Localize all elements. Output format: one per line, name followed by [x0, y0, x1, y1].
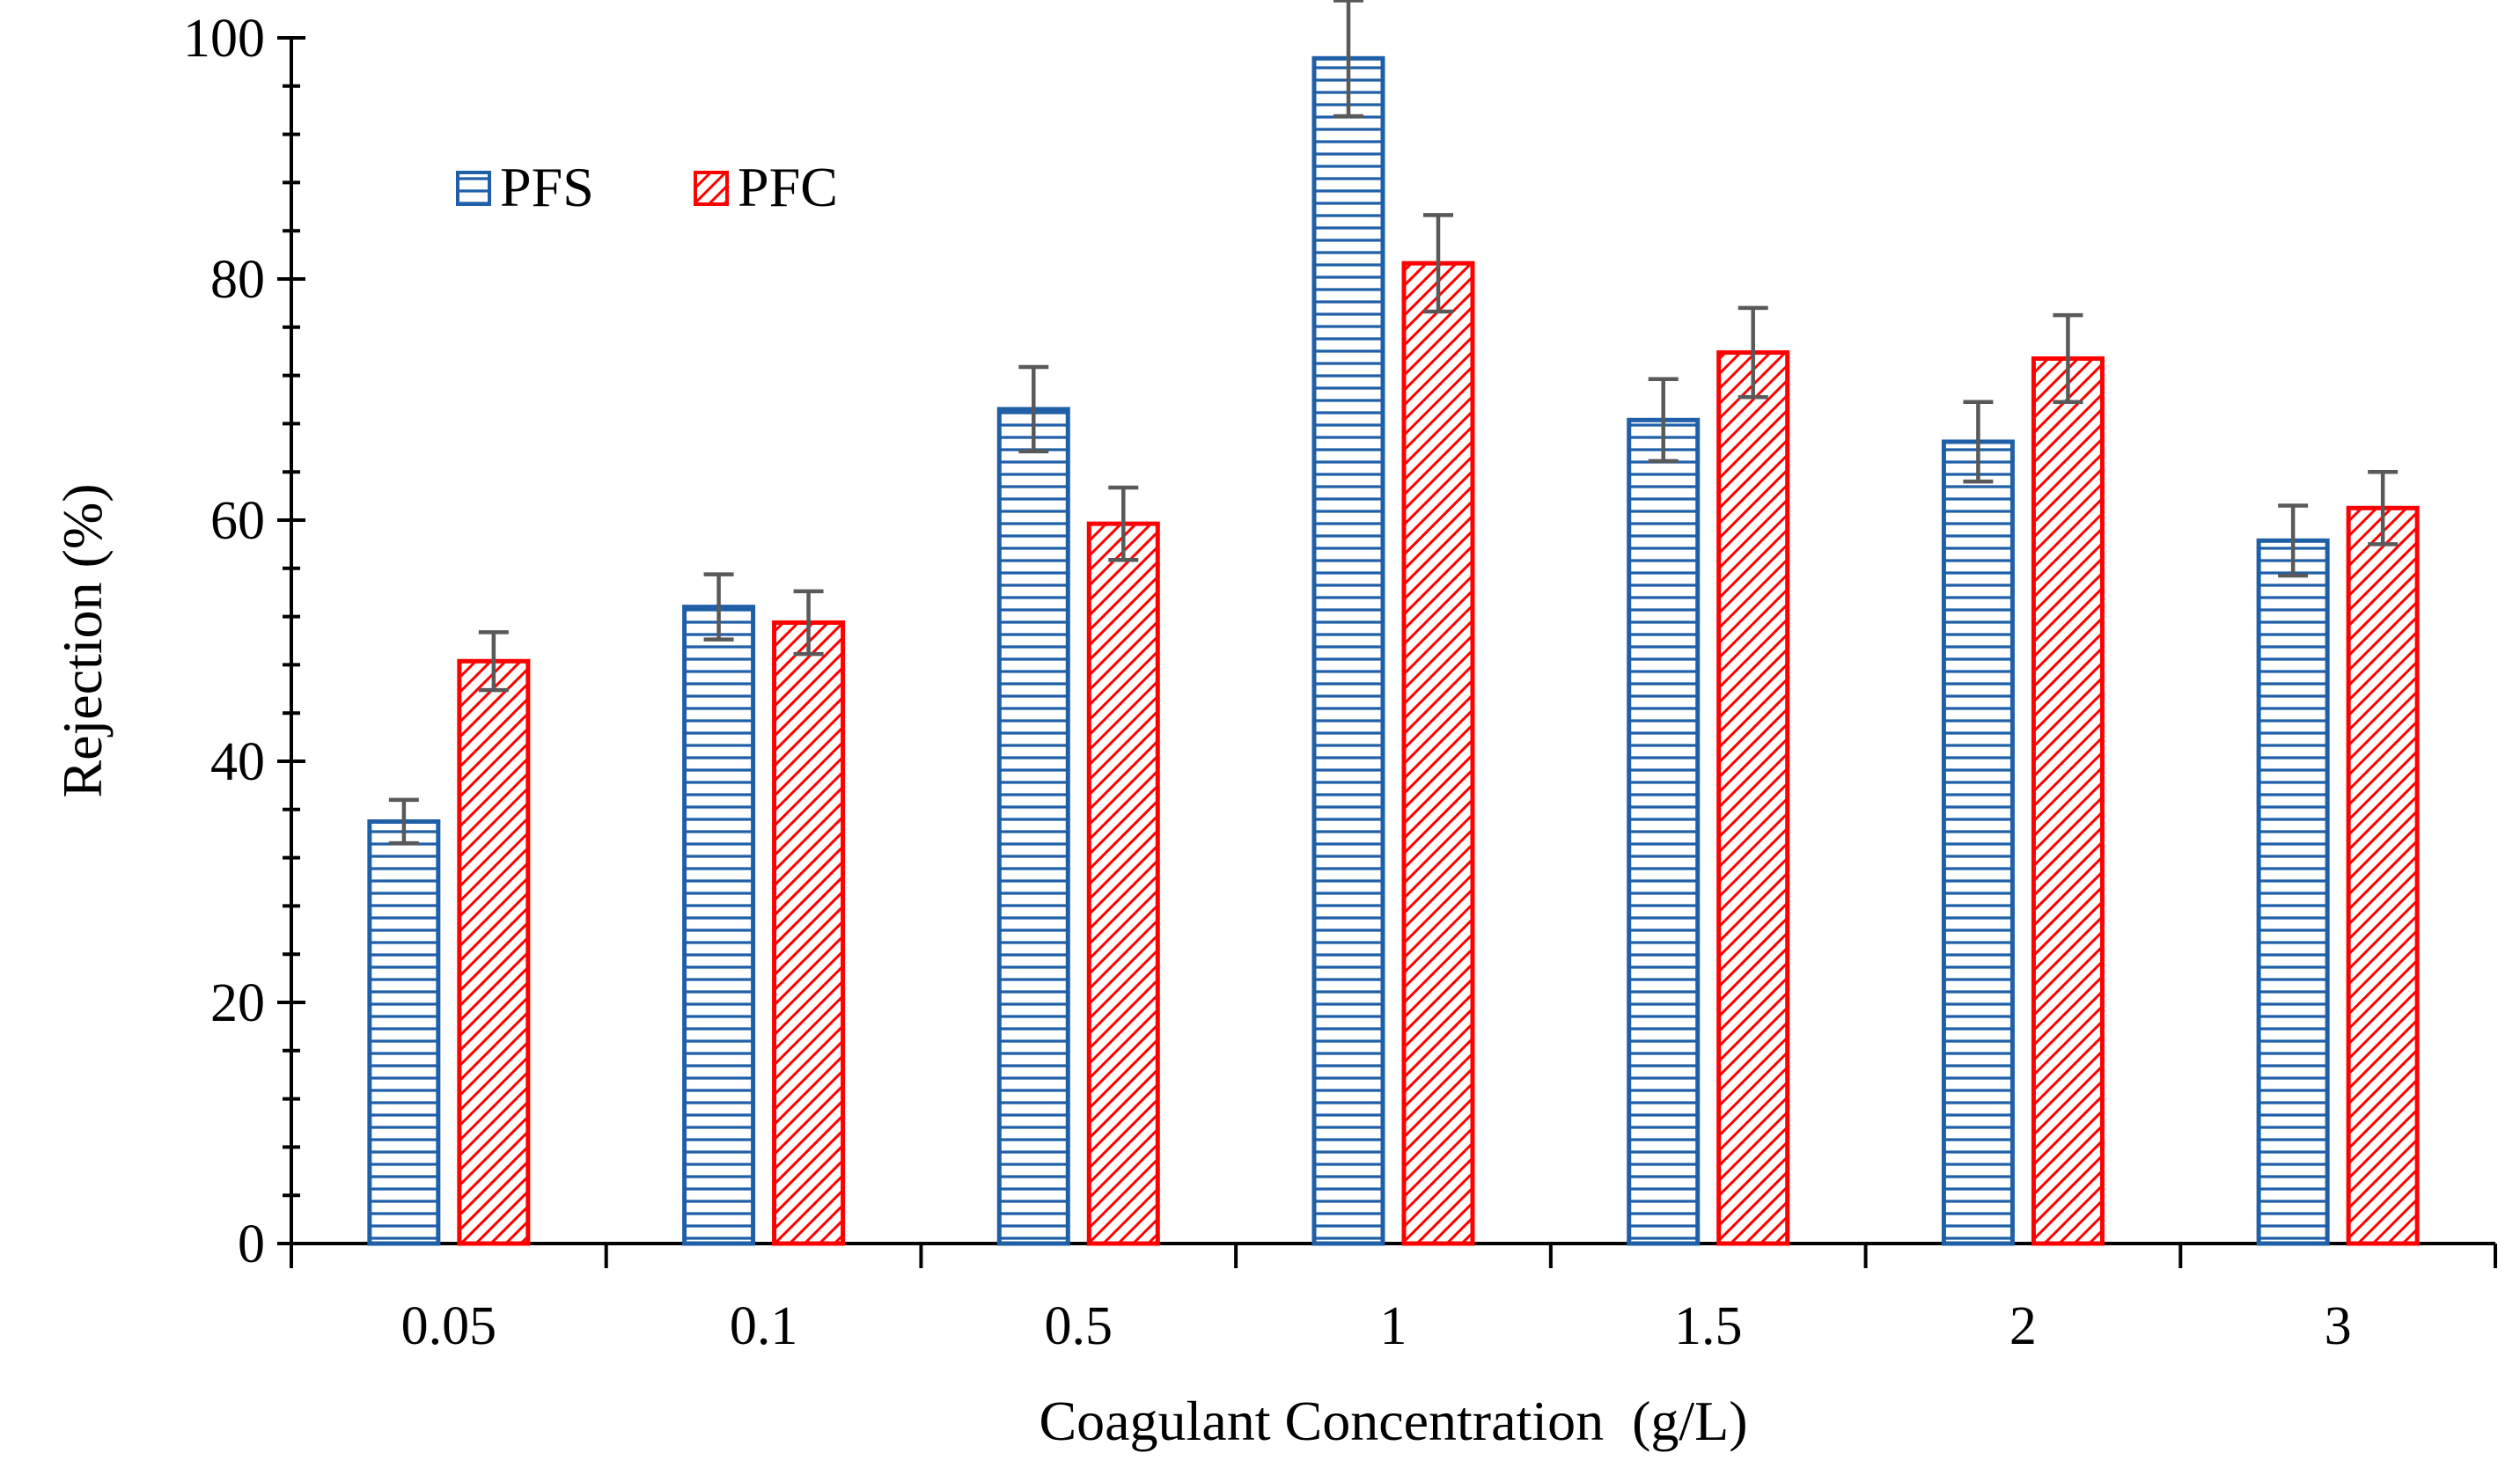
error-bar-pfc-1.5	[1738, 305, 1768, 400]
x-ticks: 0.05 0.1 0.5 1 1.5 2 3	[290, 1244, 2497, 1356]
bar-pfc-2	[2031, 356, 2105, 1246]
y-axis-title: Rejection (%)	[51, 483, 114, 797]
bar-pfs-0.1	[682, 605, 756, 1246]
error-bar-pfs-1.5	[1648, 377, 1679, 464]
error-bar-pfc-3	[2368, 469, 2399, 547]
x-tick-label: 2	[2009, 1296, 2037, 1356]
legend: PFS PFC	[456, 156, 838, 218]
error-bar-pfc-2	[2053, 312, 2083, 404]
x-tick-label: 0.1	[730, 1296, 798, 1356]
error-bar-pfs-2	[1963, 400, 1994, 484]
bar-pfc-1	[1401, 261, 1475, 1246]
x-tick-label: 3	[2325, 1296, 2352, 1356]
bar-pfc-1.5	[1716, 350, 1790, 1246]
legend-label-pfc: PFC	[738, 156, 838, 218]
error-bar-pfs-0.05	[388, 797, 419, 846]
error-bar-pfc-0.5	[1108, 485, 1139, 562]
error-bar-pfs-3	[2278, 503, 2309, 578]
error-bar-pfs-1	[1333, 0, 1363, 119]
error-bar-pfs-0.1	[703, 572, 734, 642]
x-tick-label: 0.5	[1045, 1296, 1113, 1356]
bar-pfc-0.1	[772, 620, 846, 1246]
error-bar-pfc-1	[1423, 213, 1453, 314]
y-tick-label: 20	[210, 973, 265, 1033]
bar-pfs-1	[1311, 55, 1385, 1246]
legend-label-pfs: PFS	[500, 156, 594, 218]
y-tick-label: 100	[183, 9, 265, 69]
bar-pfc-0.5	[1086, 521, 1160, 1246]
y-ticks: 0 20 40 60 80 100	[183, 9, 305, 1274]
y-tick-label: 0	[238, 1214, 265, 1274]
legend-swatch-pfs	[456, 171, 491, 206]
error-bar-pfs-0.5	[1018, 364, 1049, 454]
error-bar-pfc-0.1	[793, 589, 824, 657]
x-tick-label: 1	[1380, 1296, 1407, 1356]
y-tick-label: 60	[210, 491, 265, 551]
bar-pfc-3	[2346, 505, 2420, 1246]
y-tick-label: 40	[210, 732, 265, 792]
y-tick-label: 80	[210, 250, 265, 310]
error-bar-pfc-0.05	[478, 630, 509, 693]
error-bars	[388, 0, 2399, 846]
bars	[367, 55, 2420, 1246]
x-tick-label: 1.5	[1674, 1296, 1743, 1356]
bar-pfs-0.5	[996, 407, 1070, 1246]
x-tick-label: 0.05	[401, 1296, 497, 1356]
bar-pfs-1.5	[1627, 417, 1701, 1246]
bar-pfc-0.05	[457, 658, 531, 1246]
legend-swatch-pfc	[694, 171, 729, 206]
axes: 0 20 40 60 80 100 0.05 0.1 0.5 1 1.5 2 3	[183, 9, 2497, 1356]
bar-pfs-3	[2256, 538, 2330, 1246]
bar-pfs-0.05	[367, 819, 441, 1246]
bar-pfs-2	[1941, 439, 2015, 1246]
x-axis-title: Coagulant Concentration (g/L)	[1039, 1390, 1747, 1452]
